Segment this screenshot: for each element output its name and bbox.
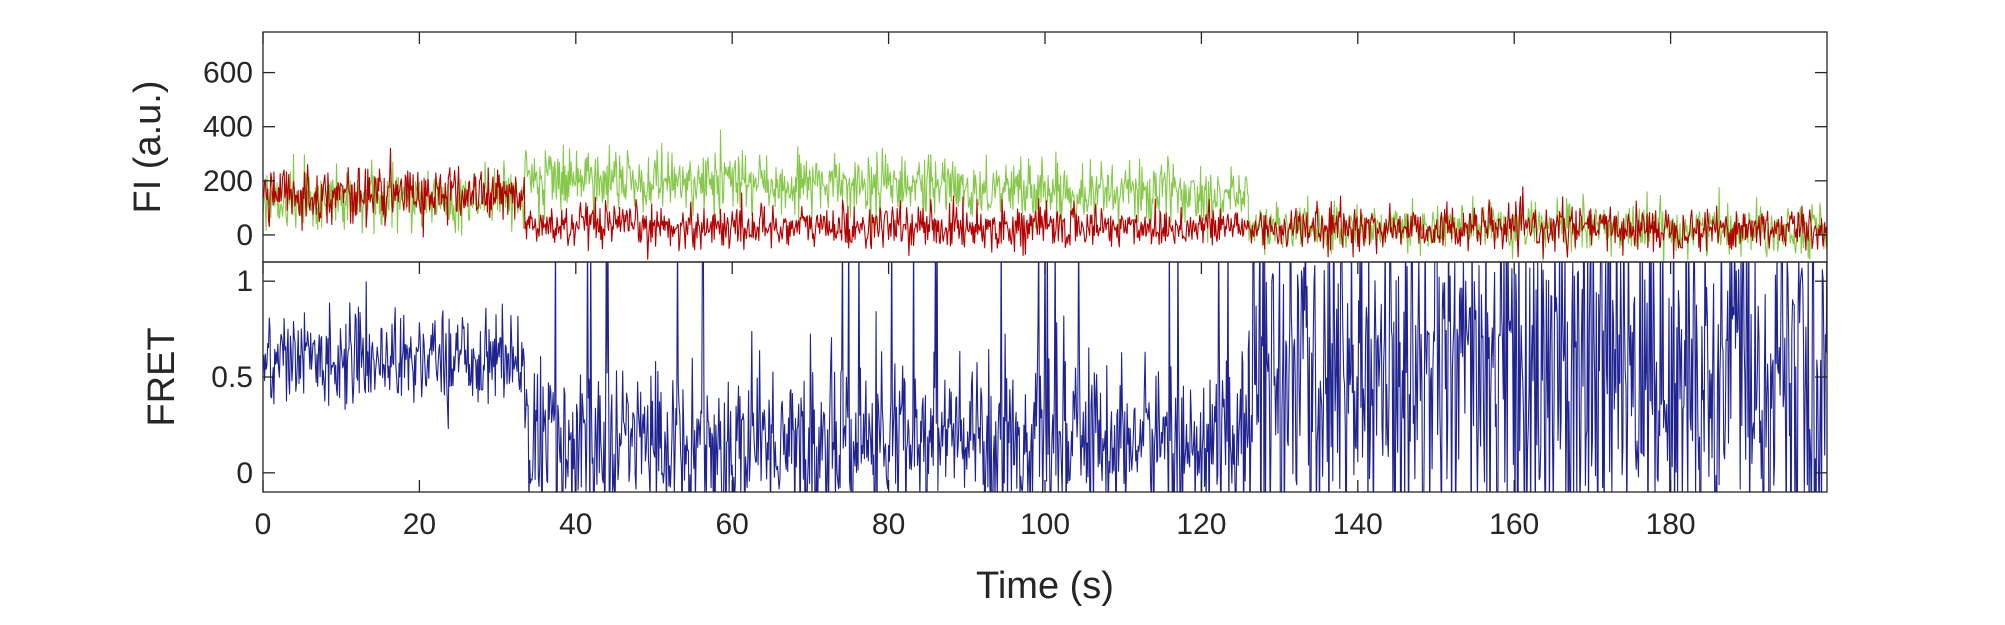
intensity-panel: 0 200 400 600 FI (a.u.)	[127, 31, 1828, 263]
intensity-y-tick-label: 600	[203, 57, 253, 90]
time-x-tick-label: 160	[1489, 508, 1539, 541]
time-x-tick-label: 180	[1646, 508, 1696, 541]
intensity-y-axis-label: FI (a.u.)	[127, 80, 169, 213]
time-x-ticks: 0 20 40 60 80 100 120 140 160 180	[255, 32, 1696, 541]
time-x-tick-label: 140	[1333, 508, 1383, 541]
intensity-y-tick-label: 400	[203, 111, 253, 144]
time-x-tick-label: 80	[872, 508, 905, 541]
intensity-series-1	[263, 147, 1827, 260]
fret-panel: 00.51 0 20 40 60 80 100 120 140 160 180 FRET Time…	[141, 32, 1828, 607]
intensity-y-tick-label: 200	[203, 165, 253, 198]
fret-y-axis-label: FRET	[141, 327, 183, 426]
time-x-tick-label: 60	[716, 508, 749, 541]
fret-series-0	[263, 262, 1827, 492]
time-x-tick-label: 0	[255, 508, 272, 541]
time-x-axis-label: Time (s)	[976, 565, 1114, 607]
fret-y-tick-label: 0	[236, 457, 253, 490]
fret-y-tick-label: 0.5	[211, 361, 253, 394]
intensity-y-ticks: 0 200 400 600	[203, 57, 1827, 252]
time-x-tick-label: 120	[1176, 508, 1226, 541]
intensity-series-0	[263, 129, 1827, 262]
time-x-tick-label: 40	[559, 508, 592, 541]
fret-y-ticks: 00.51	[211, 265, 1827, 490]
fret-trace	[263, 262, 1827, 492]
time-x-tick-label: 20	[403, 508, 436, 541]
time-x-tick-label: 100	[1020, 508, 1070, 541]
fret-y-tick-label: 1	[236, 265, 253, 298]
intensity-y-tick-label: 0	[236, 219, 253, 252]
intensity-traces	[263, 129, 1827, 262]
